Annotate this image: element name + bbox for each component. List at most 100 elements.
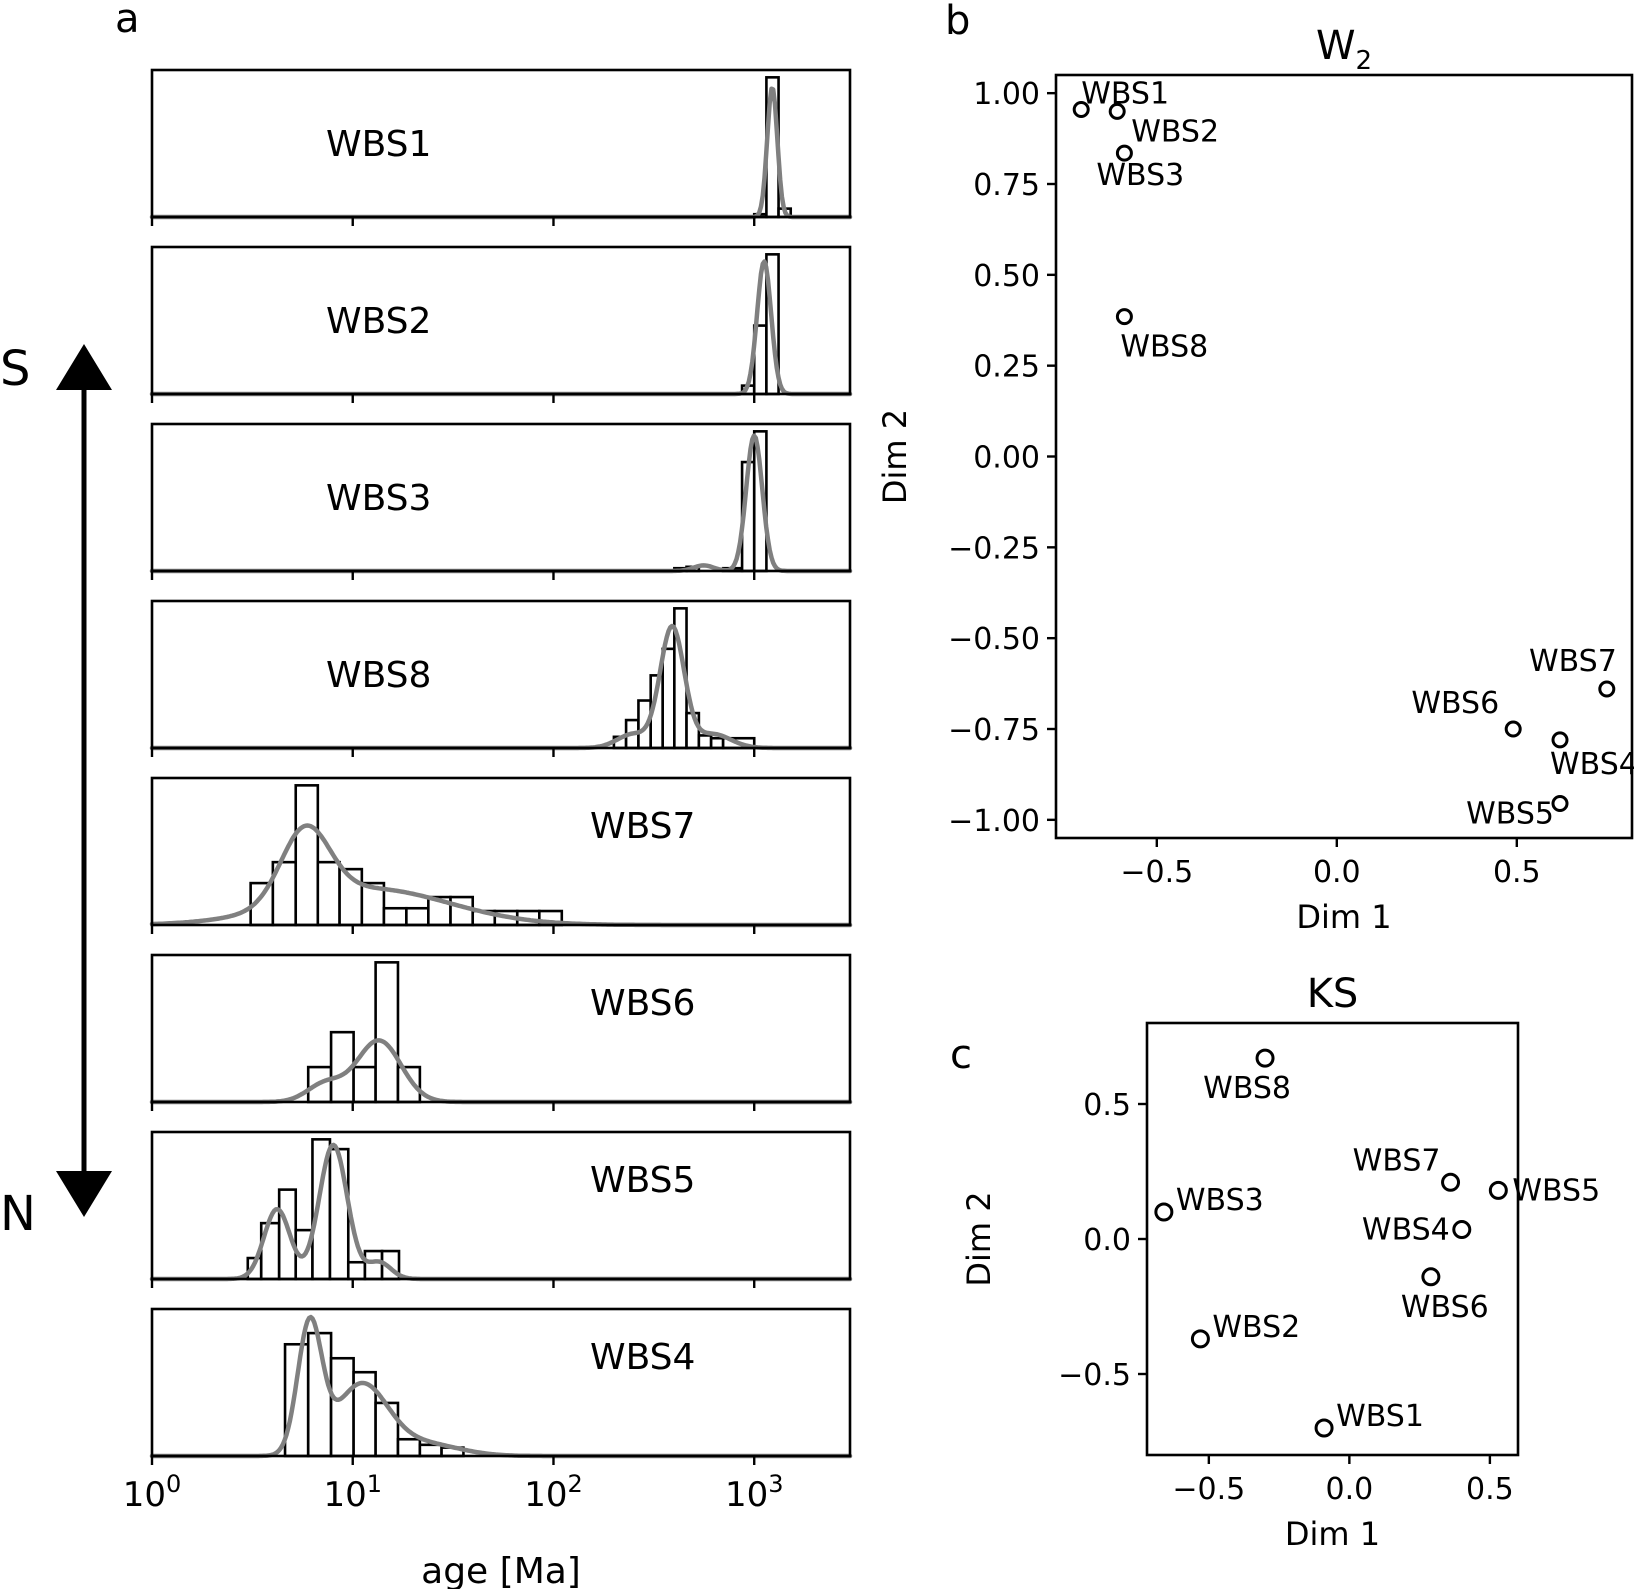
- histogram-bar: [396, 1437, 422, 1458]
- x-tick-label: −0.5: [1172, 1472, 1245, 1507]
- point-label: WBS1: [1081, 77, 1169, 112]
- point-WBS7: [1598, 680, 1616, 698]
- point-WBS1: [1314, 1418, 1334, 1438]
- y-tick-label: 0.5: [1083, 1088, 1131, 1123]
- kde-curve: [149, 1038, 853, 1105]
- histogram-WBS6: WBS6: [149, 953, 853, 1111]
- sample-label: WBS5: [590, 1160, 695, 1201]
- point-label: WBS3: [1096, 158, 1184, 193]
- x-tick-label: 100: [123, 1470, 182, 1515]
- histogram-frame: [150, 245, 852, 396]
- x-tick-label: 101: [323, 1470, 382, 1515]
- direction-arrow-head-up: [56, 344, 112, 390]
- x-tick-label: 0.0: [1313, 855, 1361, 890]
- histogram-frame: [150, 422, 852, 573]
- x-axis-label: age [Ma]: [421, 1551, 581, 1589]
- direction-label-north: N: [0, 1186, 36, 1242]
- y-tick-label: 1.00: [973, 77, 1040, 112]
- point-WBS5: [1488, 1180, 1508, 1200]
- histogram-bar: [382, 906, 408, 927]
- y-tick-label: −0.5: [1058, 1358, 1131, 1393]
- y-tick-label: −0.25: [948, 531, 1040, 566]
- point-WBS6: [1504, 720, 1522, 738]
- sample-label: WBS7: [590, 806, 695, 847]
- kde-curve: [149, 1314, 853, 1459]
- x-axis-label: Dim 1: [1296, 898, 1391, 936]
- x-tick-label: 103: [725, 1470, 784, 1515]
- panel-a-histograms: WBS1 WBS2 WBS3 WBS8 WBS7 WBS6 WBS5 WBS4 100 101 10…: [123, 68, 853, 1589]
- y-tick-label: 0.0: [1083, 1223, 1131, 1258]
- y-tick-label: 0.00: [973, 441, 1040, 476]
- point-label: WBS8: [1203, 1071, 1291, 1106]
- x-tick-label: 0.5: [1493, 855, 1541, 890]
- histogram-WBS8: WBS8: [149, 599, 853, 757]
- histogram-bar: [277, 1188, 298, 1281]
- panel-c-ks-scatter: −0.5 0.0 0.5 0.5 0.0 −0.5 Dim 1 Dim 2 KS WBS8 WBS7…: [960, 971, 1600, 1553]
- direction-arrow-head-down: [56, 1171, 112, 1217]
- histogram-WBS7: WBS7: [149, 776, 853, 934]
- histogram-bar: [329, 1356, 355, 1458]
- plot-title: KS: [1307, 971, 1359, 1017]
- point-WBS2: [1108, 102, 1126, 120]
- histogram-bar: [697, 734, 713, 750]
- y-tick-label: −0.75: [948, 713, 1040, 748]
- point-WBS2: [1190, 1329, 1210, 1349]
- point-label: WBS7: [1529, 644, 1617, 679]
- point-WBS3: [1154, 1202, 1174, 1222]
- histogram-bar: [352, 1065, 377, 1104]
- histogram-bar: [374, 1401, 400, 1458]
- y-tick-label: 0.50: [973, 259, 1040, 294]
- y-tick-label: 0.75: [973, 168, 1040, 203]
- x-tick-label: 0.0: [1326, 1472, 1374, 1507]
- y-axis-label: Dim 2: [960, 1191, 998, 1286]
- histogram-WBS3: WBS3: [149, 422, 853, 580]
- histogram-bar: [449, 895, 475, 927]
- histogram-bar: [363, 1249, 384, 1281]
- histogram-frame: [150, 68, 852, 219]
- histogram-bar: [283, 1342, 310, 1458]
- histogram-WBS4: WBS4: [149, 1307, 853, 1465]
- point-label: WBS4: [1550, 747, 1634, 782]
- point-label: WBS8: [1120, 330, 1208, 365]
- direction-label-south: S: [0, 341, 30, 397]
- point-WBS1: [1072, 101, 1090, 119]
- point-WBS8: [1255, 1048, 1275, 1068]
- histogram-bar: [418, 1443, 443, 1458]
- histogram-bar: [346, 1260, 367, 1281]
- point-WBS3: [1115, 144, 1133, 162]
- point-label: WBS2: [1131, 114, 1219, 149]
- point-label: WBS7: [1353, 1143, 1441, 1178]
- point-WBS8: [1115, 308, 1133, 326]
- point-label: WBS2: [1212, 1310, 1300, 1345]
- point-WBS7: [1441, 1172, 1461, 1192]
- histogram-bar: [294, 784, 320, 927]
- y-axis-label: Dim 2: [876, 409, 914, 504]
- kde-curve: [149, 1142, 853, 1282]
- histogram-WBS5: WBS5: [149, 1130, 853, 1288]
- histogram-bar: [661, 647, 676, 750]
- panel-label-b: b: [945, 0, 970, 44]
- point-label: WBS3: [1176, 1183, 1264, 1218]
- sample-label: WBS2: [326, 301, 431, 342]
- sample-label: WBS3: [326, 478, 431, 519]
- point-label: WBS5: [1512, 1173, 1600, 1208]
- x-tick-label: −0.5: [1120, 855, 1193, 890]
- histogram-frame: [150, 1307, 852, 1458]
- x-tick-label: 0.5: [1466, 1472, 1514, 1507]
- point-label: WBS4: [1362, 1213, 1450, 1248]
- histogram-frame: [150, 776, 852, 927]
- point-label: WBS5: [1466, 796, 1554, 831]
- point-label: WBS6: [1411, 686, 1499, 721]
- panel-label-c: c: [950, 1032, 972, 1078]
- x-tick-label: 102: [524, 1470, 583, 1515]
- kde-curve: [149, 86, 853, 220]
- point-WBS5: [1551, 794, 1569, 812]
- y-tick-label: 0.25: [973, 350, 1040, 385]
- histogram-bar: [709, 736, 725, 750]
- sample-label: WBS6: [590, 983, 695, 1024]
- histogram-frame: [150, 599, 852, 750]
- histogram-WBS2: WBS2: [149, 245, 853, 403]
- point-WBS6: [1421, 1267, 1441, 1287]
- histogram-WBS1: WBS1: [149, 68, 853, 226]
